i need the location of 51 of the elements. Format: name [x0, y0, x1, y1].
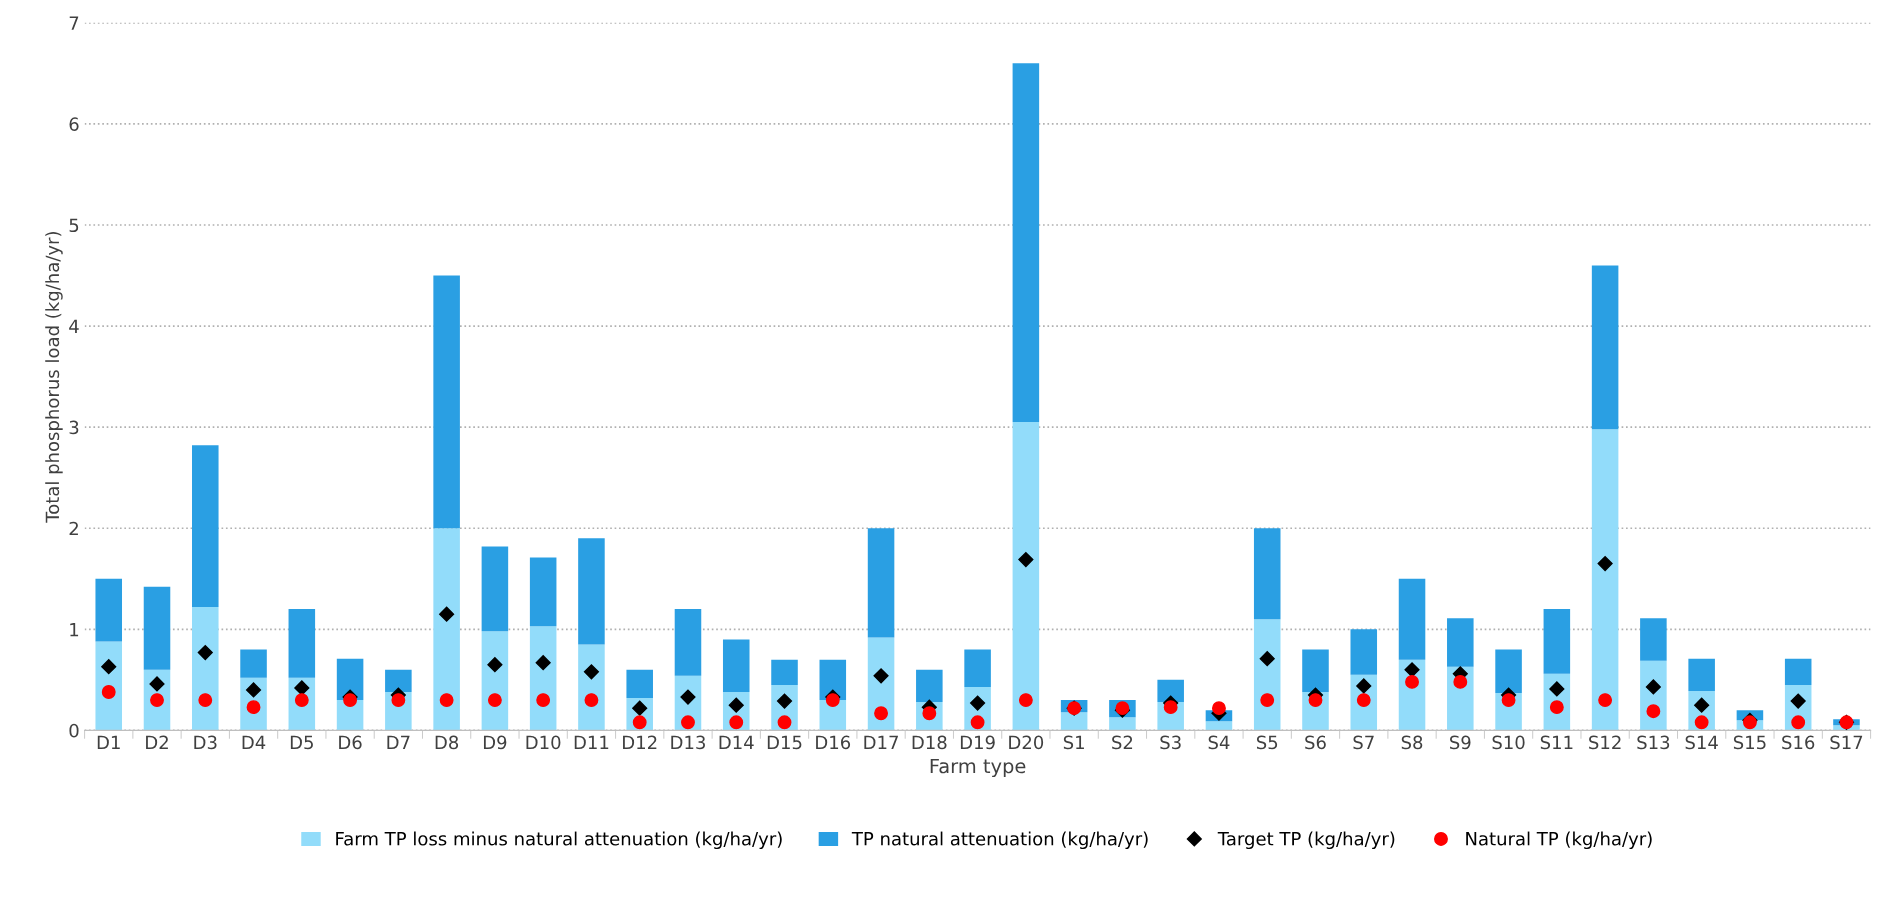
x-tick-label: D4 [242, 735, 266, 749]
x-tick-label: D1 [97, 735, 120, 749]
x-tick-label: D10 [526, 735, 561, 750]
y-tick-label: 2 [69, 521, 78, 536]
x-tick-label: D5 [290, 735, 313, 750]
x-tick-label: S5 [1256, 735, 1278, 750]
x-tick-label: S15 [1733, 735, 1766, 750]
x-tick-label: D20 [1009, 735, 1044, 750]
x-tick-label: S7 [1353, 735, 1374, 750]
legend-label: Natural TP (kg/ha/yr) [1466, 831, 1652, 850]
x-axis-title: Farm type [930, 758, 1026, 778]
legend-label: Target TP (kg/ha/yr) [1217, 831, 1395, 850]
x-tick-label: S9 [1450, 735, 1471, 750]
y-tick-label: 3 [69, 420, 79, 435]
x-tick-label: D8 [435, 735, 459, 750]
x-tick-label: S1 [1063, 735, 1084, 750]
x-tick-label: D18 [912, 735, 947, 750]
x-tick-label: S13 [1637, 735, 1670, 750]
x-tick-label: S12 [1589, 735, 1621, 750]
x-tick-label: S14 [1685, 735, 1718, 750]
x-tick-label: D7 [387, 735, 410, 749]
x-tick-label: D9 [483, 735, 507, 750]
y-tick-label: 7 [69, 16, 79, 30]
x-tick-label: S3 [1160, 735, 1181, 750]
x-tick-label: D12 [623, 735, 657, 749]
x-tick-label: S10 [1492, 735, 1525, 750]
x-tick-label: S16 [1782, 735, 1815, 750]
y-tick-label: 1 [70, 623, 79, 637]
y-axis-title: Total phosphorus load (kg/ha/yr) [45, 231, 63, 523]
x-tick-label: S6 [1305, 735, 1326, 750]
x-tick-label: S17 [1830, 735, 1863, 750]
x-tick-label: S11 [1540, 735, 1573, 750]
x-tick-label: D15 [767, 735, 802, 750]
y-tick-label: 5 [69, 218, 79, 233]
legend-label: Farm TP loss minus natural attenuation (kg/ha/yr) [336, 831, 782, 850]
x-tick-label: D19 [960, 735, 995, 750]
y-tick-label: 6 [69, 117, 79, 132]
x-tick-label: D2 [146, 735, 168, 749]
legend-label: TP natural attenuation (kg/ha/yr) [851, 831, 1148, 850]
x-tick-label: D11 [574, 735, 609, 749]
y-tick-label: 0 [69, 723, 79, 738]
y-tick-label: 4 [69, 319, 79, 333]
x-tick-label: D13 [671, 735, 705, 750]
x-tick-label: S2 [1112, 735, 1133, 750]
x-tick-label: D16 [816, 735, 851, 750]
x-tick-label: D6 [339, 735, 362, 750]
x-tick-label: S8 [1401, 735, 1423, 750]
x-tick-label: S4 [1208, 735, 1230, 750]
x-tick-label: D17 [864, 735, 898, 749]
x-tick-label: D14 [719, 735, 754, 749]
x-tick-label: D3 [194, 735, 217, 750]
